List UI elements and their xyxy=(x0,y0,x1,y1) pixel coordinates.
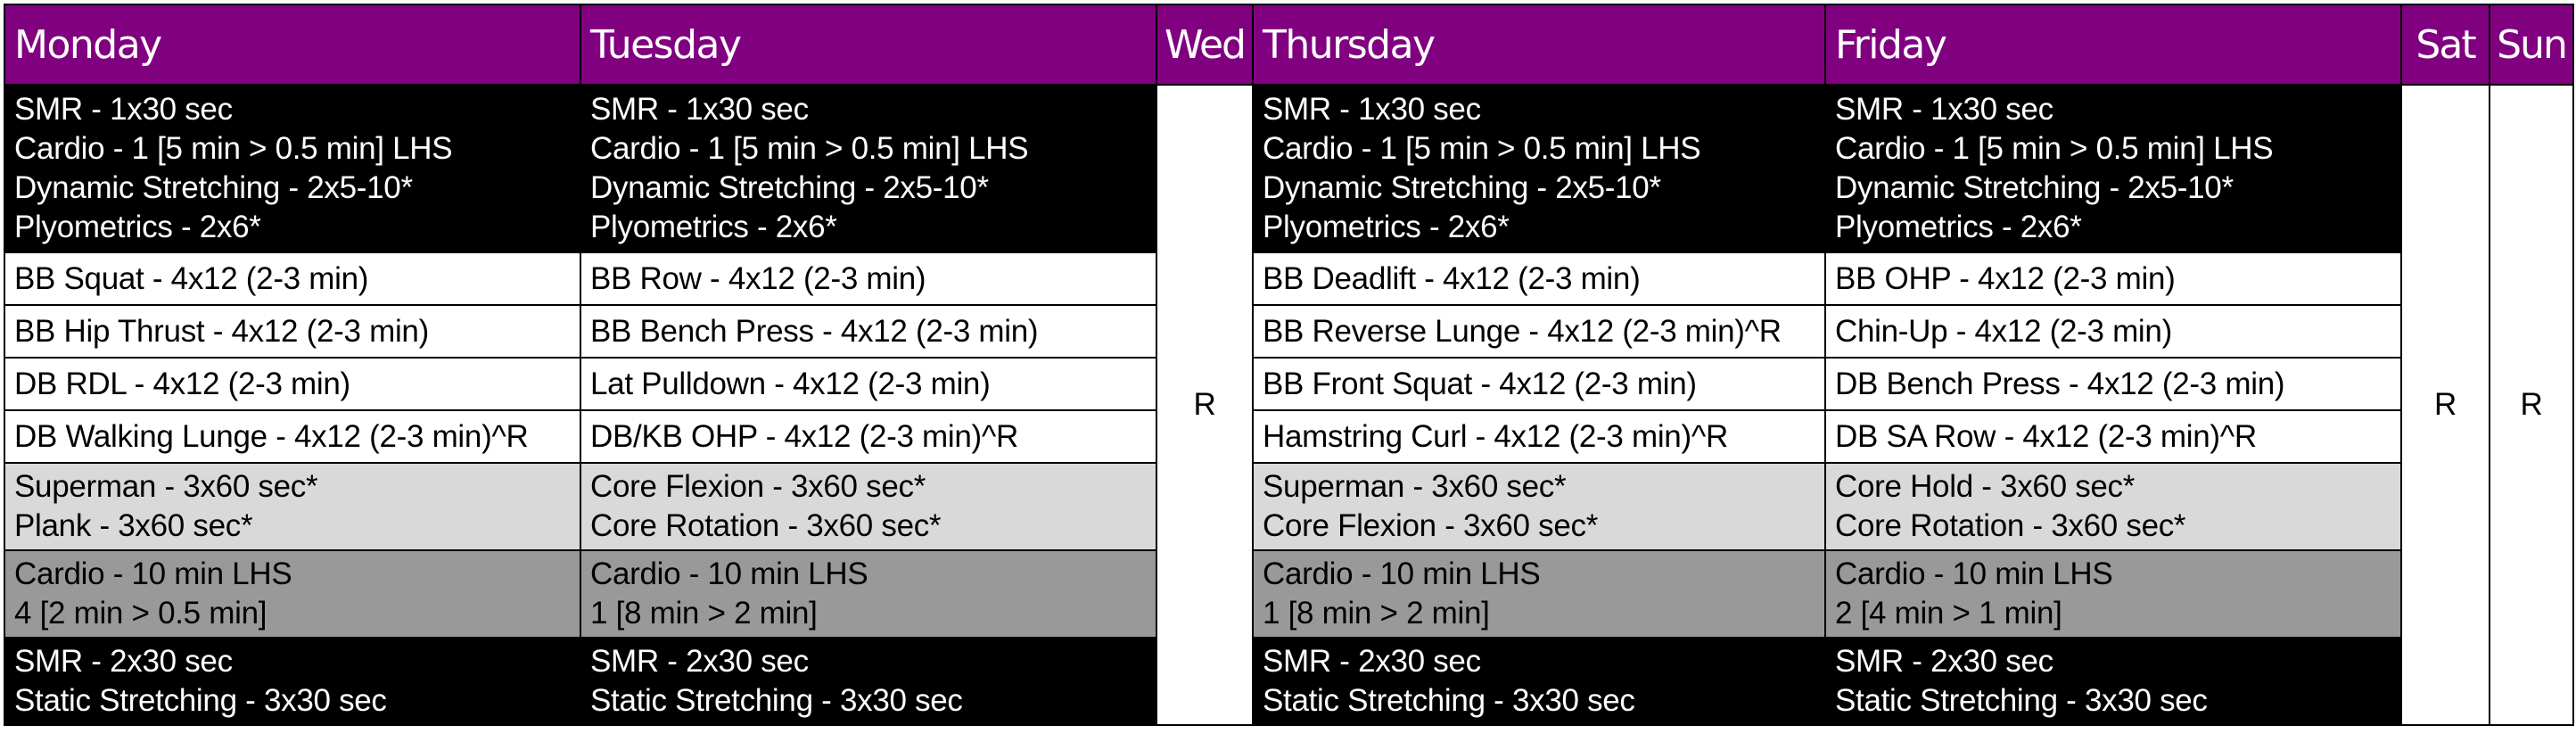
friday-warmup-line: Cardio - 1 [5 min > 0.5 min] LHS xyxy=(1835,131,2274,166)
header-friday: Friday xyxy=(1824,4,2402,86)
thursday-main-exercise: BB Reverse Lunge - 4x12 (2-3 min)^R xyxy=(1252,304,1826,359)
header-monday: Monday xyxy=(4,4,581,86)
header-row: Monday Tuesday Wed Thursday Friday Sat S… xyxy=(4,4,2574,86)
monday-main-exercise: DB Walking Lunge - 4x12 (2-3 min)^R xyxy=(4,409,581,464)
thursday-main-exercise: Hamstring Curl - 4x12 (2-3 min)^R xyxy=(1252,409,1826,464)
header-tuesday: Tuesday xyxy=(580,4,1157,86)
core-row: Superman - 3x60 sec* Plank - 3x60 sec* C… xyxy=(4,462,2573,551)
thursday-cooldown-cell: SMR - 2x30 sec Static Stretching - 3x30 … xyxy=(1252,637,1826,726)
monday-cardio-cell: Cardio - 10 min LHS 4 [2 min > 0.5 min] xyxy=(4,549,581,639)
tuesday-warmup-line: Cardio - 1 [5 min > 0.5 min] LHS xyxy=(590,131,1029,166)
friday-main-exercise: DB SA Row - 4x12 (2-3 min)^R xyxy=(1824,409,2402,464)
friday-cardio-line: 2 [4 min > 1 min] xyxy=(1835,596,2062,631)
monday-main-exercise: BB Squat - 4x12 (2-3 min) xyxy=(4,251,581,306)
tuesday-core-cell: Core Flexion - 3x60 sec* Core Rotation -… xyxy=(580,462,1157,551)
tuesday-cardio-cell: Cardio - 10 min LHS 1 [8 min > 2 min] xyxy=(580,549,1157,639)
friday-warmup-line: Dynamic Stretching - 2x5-10* xyxy=(1835,170,2234,205)
friday-warmup-cell: SMR - 1x30 sec Cardio - 1 [5 min > 0.5 m… xyxy=(1824,84,2402,253)
tuesday-core-line: Core Rotation - 3x60 sec* xyxy=(590,508,942,543)
tuesday-cardio-line: Cardio - 10 min LHS xyxy=(590,556,868,591)
friday-core-line: Core Hold - 3x60 sec* xyxy=(1835,469,2136,504)
thursday-cardio-line: Cardio - 10 min LHS xyxy=(1263,556,1541,591)
monday-warmup-line: Cardio - 1 [5 min > 0.5 min] LHS xyxy=(14,131,453,166)
monday-core-cell: Superman - 3x60 sec* Plank - 3x60 sec* xyxy=(4,462,581,551)
friday-cooldown-line: SMR - 2x30 sec xyxy=(1835,644,2053,679)
monday-warmup-line: Plyometrics - 2x6* xyxy=(14,210,261,244)
monday-cooldown-line: Static Stretching - 3x30 sec xyxy=(14,683,387,718)
monday-cooldown-line: SMR - 2x30 sec xyxy=(14,644,233,679)
friday-cardio-cell: Cardio - 10 min LHS 2 [4 min > 1 min] xyxy=(1824,549,2402,639)
tuesday-main-exercise: BB Row - 4x12 (2-3 min) xyxy=(580,251,1157,306)
thursday-warmup-line: SMR - 1x30 sec xyxy=(1263,92,1481,127)
tuesday-cooldown-line: Static Stretching - 3x30 sec xyxy=(590,683,963,718)
friday-cooldown-cell: SMR - 2x30 sec Static Stretching - 3x30 … xyxy=(1824,637,2402,726)
main-exercise-row-4: DB Walking Lunge - 4x12 (2-3 min)^R DB/K… xyxy=(4,409,2573,464)
saturday-rest-cell: R xyxy=(2400,84,2490,726)
tuesday-core-line: Core Flexion - 3x60 sec* xyxy=(590,469,926,504)
monday-warmup-line: Dynamic Stretching - 2x5-10* xyxy=(14,170,413,205)
header-sunday: Sun xyxy=(2489,4,2574,86)
thursday-core-cell: Superman - 3x60 sec* Core Flexion - 3x60… xyxy=(1252,462,1826,551)
thursday-warmup-line: Plyometrics - 2x6* xyxy=(1263,210,1510,244)
tuesday-cardio-line: 1 [8 min > 2 min] xyxy=(590,596,818,631)
friday-cooldown-line: Static Stretching - 3x30 sec xyxy=(1835,683,2208,718)
friday-core-line: Core Rotation - 3x60 sec* xyxy=(1835,508,2186,543)
tuesday-main-exercise: BB Bench Press - 4x12 (2-3 min) xyxy=(580,304,1157,359)
friday-cardio-line: Cardio - 10 min LHS xyxy=(1835,556,2113,591)
tuesday-warmup-line: SMR - 1x30 sec xyxy=(590,92,809,127)
tuesday-cooldown-line: SMR - 2x30 sec xyxy=(590,644,809,679)
weekly-workout-schedule: Monday Tuesday Wed Thursday Friday Sat S… xyxy=(4,4,2574,726)
thursday-cardio-line: 1 [8 min > 2 min] xyxy=(1263,596,1490,631)
cooldown-row: SMR - 2x30 sec Static Stretching - 3x30 … xyxy=(4,637,2573,726)
thursday-cooldown-line: SMR - 2x30 sec xyxy=(1263,644,1481,679)
monday-cooldown-cell: SMR - 2x30 sec Static Stretching - 3x30 … xyxy=(4,637,581,726)
thursday-warmup-cell: SMR - 1x30 sec Cardio - 1 [5 min > 0.5 m… xyxy=(1252,84,1826,253)
monday-main-exercise: DB RDL - 4x12 (2-3 min) xyxy=(4,357,581,411)
monday-core-line: Superman - 3x60 sec* xyxy=(14,469,318,504)
friday-warmup-line: SMR - 1x30 sec xyxy=(1835,92,2053,127)
thursday-cooldown-line: Static Stretching - 3x30 sec xyxy=(1263,683,1635,718)
tuesday-cooldown-cell: SMR - 2x30 sec Static Stretching - 3x30 … xyxy=(580,637,1157,726)
thursday-warmup-line: Dynamic Stretching - 2x5-10* xyxy=(1263,170,1661,205)
tuesday-main-exercise: Lat Pulldown - 4x12 (2-3 min) xyxy=(580,357,1157,411)
friday-core-cell: Core Hold - 3x60 sec* Core Rotation - 3x… xyxy=(1824,462,2402,551)
warmup-row: SMR - 1x30 sec Cardio - 1 [5 min > 0.5 m… xyxy=(4,84,2574,726)
thursday-cardio-cell: Cardio - 10 min LHS 1 [8 min > 2 min] xyxy=(1252,549,1826,639)
thursday-main-exercise: BB Deadlift - 4x12 (2-3 min) xyxy=(1252,251,1826,306)
main-exercise-row-2: BB Hip Thrust - 4x12 (2-3 min) BB Bench … xyxy=(4,304,2573,359)
header-saturday: Sat xyxy=(2400,4,2490,86)
thursday-main-exercise: BB Front Squat - 4x12 (2-3 min) xyxy=(1252,357,1826,411)
main-exercise-row-3: DB RDL - 4x12 (2-3 min) Lat Pulldown - 4… xyxy=(4,357,2573,411)
wednesday-rest-cell: R xyxy=(1156,84,1254,726)
tuesday-main-exercise: DB/KB OHP - 4x12 (2-3 min)^R xyxy=(580,409,1157,464)
monday-main-exercise: BB Hip Thrust - 4x12 (2-3 min) xyxy=(4,304,581,359)
cardio-row: Cardio - 10 min LHS 4 [2 min > 0.5 min] … xyxy=(4,549,2573,639)
monday-warmup-line: SMR - 1x30 sec xyxy=(14,92,233,127)
friday-main-exercise: BB OHP - 4x12 (2-3 min) xyxy=(1824,251,2402,306)
sunday-rest-cell: R xyxy=(2489,84,2574,726)
thursday-warmup-line: Cardio - 1 [5 min > 0.5 min] LHS xyxy=(1263,131,1701,166)
friday-main-exercise: DB Bench Press - 4x12 (2-3 min) xyxy=(1824,357,2402,411)
tuesday-warmup-cell: SMR - 1x30 sec Cardio - 1 [5 min > 0.5 m… xyxy=(580,84,1157,253)
friday-main-exercise: Chin-Up - 4x12 (2-3 min) xyxy=(1824,304,2402,359)
thursday-core-line: Core Flexion - 3x60 sec* xyxy=(1263,508,1599,543)
tuesday-warmup-line: Dynamic Stretching - 2x5-10* xyxy=(590,170,989,205)
main-exercise-row-1: BB Squat - 4x12 (2-3 min) BB Row - 4x12 … xyxy=(4,251,2573,306)
monday-cardio-line: Cardio - 10 min LHS xyxy=(14,556,292,591)
header-wednesday: Wed xyxy=(1156,4,1254,86)
header-thursday: Thursday xyxy=(1252,4,1826,86)
monday-warmup-cell: SMR - 1x30 sec Cardio - 1 [5 min > 0.5 m… xyxy=(4,84,581,253)
thursday-core-line: Superman - 3x60 sec* xyxy=(1263,469,1567,504)
monday-core-line: Plank - 3x60 sec* xyxy=(14,508,253,543)
friday-warmup-line: Plyometrics - 2x6* xyxy=(1835,210,2082,244)
monday-cardio-line: 4 [2 min > 0.5 min] xyxy=(14,596,267,631)
tuesday-warmup-line: Plyometrics - 2x6* xyxy=(590,210,837,244)
